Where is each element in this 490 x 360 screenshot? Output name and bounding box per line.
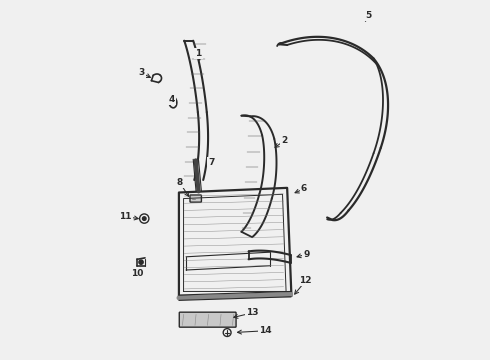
Text: 7: 7 [208,158,214,167]
Text: 8: 8 [177,178,183,187]
FancyBboxPatch shape [179,312,236,327]
Text: 14: 14 [259,326,272,335]
FancyBboxPatch shape [190,195,201,202]
Text: 9: 9 [303,250,310,259]
Text: 6: 6 [301,184,307,193]
Text: 2: 2 [281,136,288,145]
Text: 11: 11 [119,212,132,221]
Text: 10: 10 [131,269,143,278]
Text: 12: 12 [299,276,312,285]
Text: 4: 4 [169,95,175,104]
Circle shape [143,217,146,220]
Text: 13: 13 [246,309,258,318]
Circle shape [139,260,143,264]
Text: 1: 1 [196,49,202,58]
Text: 5: 5 [365,11,371,20]
Text: 3: 3 [138,68,145,77]
